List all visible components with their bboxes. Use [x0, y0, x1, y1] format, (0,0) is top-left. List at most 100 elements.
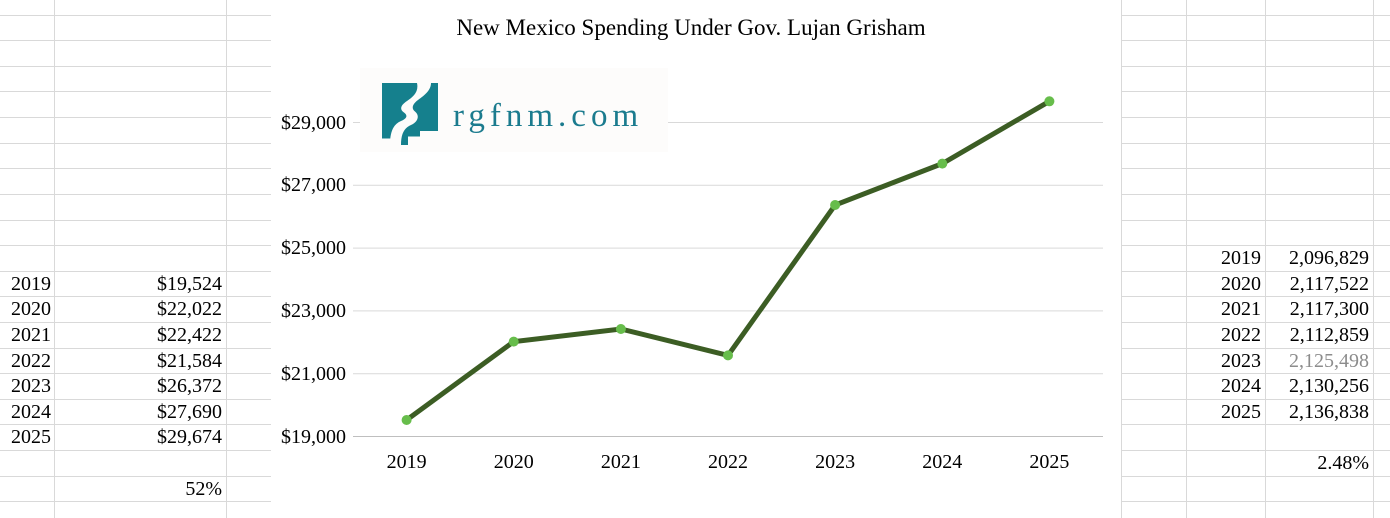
value-cell[interactable]: $21,584: [157, 349, 222, 372]
grid-line-h: [0, 219, 271, 221]
grid-line-h: [1121, 296, 1390, 298]
logo-text: rgfnm.com: [453, 98, 644, 134]
year-cell[interactable]: 2021: [11, 323, 51, 346]
value-cell[interactable]: $19,524: [157, 272, 222, 295]
grid-line-v: [1186, 0, 1187, 518]
value-cell[interactable]: 2,096,829: [1289, 247, 1369, 270]
grid-line-h: [1121, 117, 1390, 118]
grid-line-v: [1373, 0, 1374, 518]
grid-line-h: [0, 398, 271, 400]
value-cell[interactable]: 2,112,859: [1289, 323, 1369, 346]
x-axis-tick-label: 2025: [1029, 451, 1070, 473]
grid-line-h: [0, 117, 271, 118]
year-cell[interactable]: 2024: [11, 400, 51, 423]
y-axis-tick-label: $21,000: [281, 362, 346, 385]
value-cell[interactable]: $26,372: [157, 375, 222, 398]
x-axis-tick-label: 2022: [708, 451, 748, 473]
grid-line-h: [0, 475, 271, 477]
grid-line-h: [1121, 424, 1390, 426]
year-cell[interactable]: 2021: [1221, 298, 1261, 321]
grid-line-h: [1121, 14, 1390, 16]
grid-line-h: [0, 40, 271, 42]
value-cell[interactable]: $29,674: [157, 426, 222, 449]
year-cell[interactable]: 2019: [1221, 247, 1261, 270]
grid-line-h: [0, 373, 271, 375]
grid-line-h: [0, 142, 271, 144]
chart-title: New Mexico Spending Under Gov. Lujan Gri…: [456, 15, 926, 40]
year-cell[interactable]: 2024: [1221, 375, 1261, 398]
grid-line-h: [0, 91, 271, 93]
y-axis-tick-label: $23,000: [281, 299, 346, 322]
grid-line-v: [1265, 0, 1266, 518]
y-axis-tick-label: $19,000: [281, 425, 346, 448]
grid-line-h: [1121, 219, 1390, 221]
x-axis-tick-label: 2024: [922, 451, 963, 473]
grid-line-h: [0, 424, 271, 426]
grid-line-h: [1121, 398, 1390, 400]
value-cell[interactable]: 2,117,522: [1289, 272, 1369, 295]
grid-line-h: [1121, 142, 1390, 144]
grid-line-h: [1121, 65, 1390, 67]
year-cell[interactable]: 2025: [1221, 400, 1261, 423]
y-axis-tick-label: $25,000: [281, 237, 346, 260]
year-cell[interactable]: 2025: [11, 426, 51, 449]
grid-line-h: [1121, 347, 1390, 349]
grid-line-h: [1121, 450, 1390, 451]
grid-line-h: [0, 321, 271, 323]
spending-chart[interactable]: New Mexico Spending Under Gov. Lujan Gri…: [271, 0, 1121, 518]
grid-line-h: [0, 450, 271, 451]
grid-line-h: [1121, 373, 1390, 375]
year-cell[interactable]: 2022: [11, 349, 51, 372]
grid-line-h: [1121, 91, 1390, 93]
left-growth-total-cell[interactable]: 52%: [185, 477, 222, 500]
grid-line-h: [0, 193, 271, 195]
new-mexico-state-icon: [382, 83, 438, 145]
rgfnm-logo: rgfnm.com: [360, 68, 668, 152]
chart-marker: [401, 415, 412, 425]
grid-line-h: [0, 270, 271, 272]
year-cell[interactable]: 2023: [11, 375, 51, 398]
grid-line-v: [1121, 0, 1122, 518]
grid-line-h: [0, 245, 271, 247]
grid-line-h: [1121, 270, 1390, 272]
river-shape: [390, 83, 431, 145]
grid-line-h: [0, 296, 271, 298]
grid-line-h: [0, 501, 271, 503]
year-cell[interactable]: 2022: [1221, 323, 1261, 346]
value-cell[interactable]: 2,117,300: [1289, 298, 1369, 321]
grid-line-h: [0, 14, 271, 16]
value-cell[interactable]: 2,130,256: [1289, 375, 1369, 398]
value-cell[interactable]: $22,422: [157, 323, 222, 346]
grid-line-h: [1121, 245, 1390, 247]
x-axis-tick-label: 2021: [600, 451, 641, 473]
grid-line-h: [1121, 321, 1390, 323]
grid-line-h: [0, 65, 271, 67]
grid-line-h: [1121, 40, 1390, 42]
value-cell[interactable]: 2,125,498: [1289, 349, 1369, 372]
grid-line-h: [0, 347, 271, 349]
year-cell[interactable]: 2020: [1221, 272, 1261, 295]
chart-marker: [508, 336, 519, 347]
year-cell[interactable]: 2020: [11, 298, 51, 321]
chart-marker: [830, 200, 841, 210]
grid-line-h: [1121, 168, 1390, 170]
year-cell[interactable]: 2019: [11, 272, 51, 295]
grid-line-h: [1121, 193, 1390, 195]
value-cell[interactable]: $22,022: [157, 298, 222, 321]
grid-line-h: [1121, 501, 1390, 503]
chart-marker: [723, 350, 733, 361]
value-cell[interactable]: $27,690: [157, 400, 222, 423]
right-growth-total-cell[interactable]: 2.48%: [1317, 452, 1369, 475]
chart-plot-area: [353, 96, 1103, 437]
year-cell[interactable]: 2023: [1221, 349, 1261, 372]
x-axis-tick-label: 2020: [493, 451, 534, 473]
x-axis-tick-label: 2019: [386, 451, 427, 473]
chart-marker: [1044, 96, 1055, 107]
chart-marker: [937, 158, 948, 169]
chart-marker: [615, 324, 626, 334]
x-axis-tick-label: 2023: [815, 451, 856, 473]
value-cell[interactable]: 2,136,838: [1289, 400, 1369, 423]
grid-line-v: [54, 0, 55, 518]
y-axis-tick-label: $29,000: [281, 111, 346, 134]
grid-line-h: [1121, 475, 1390, 477]
